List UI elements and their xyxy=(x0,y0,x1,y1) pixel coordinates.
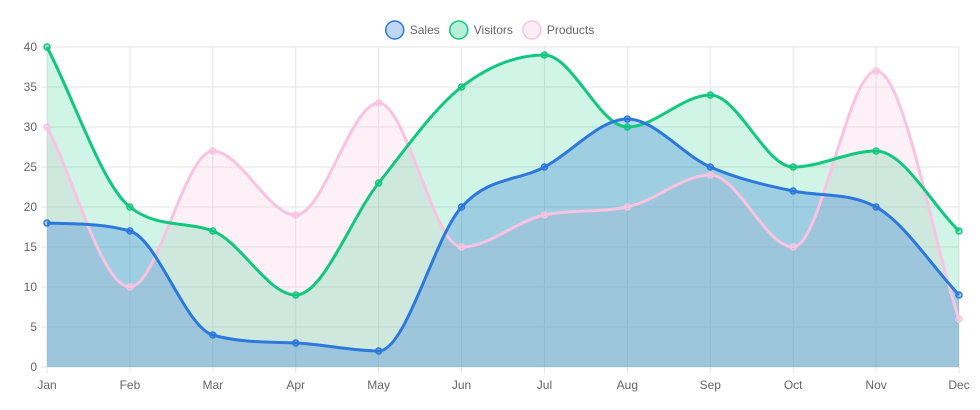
point-visitors-sep[interactable] xyxy=(706,91,715,99)
x-axis-ticks: Jan Feb Mar Apr May Jun Jul Aug Sep Oct Nov Dec xyxy=(37,378,969,392)
point-sales-nov[interactable] xyxy=(872,203,880,211)
point-visitors-feb[interactable] xyxy=(126,203,134,211)
y-tick-label: 15 xyxy=(24,240,38,254)
point-products-sep[interactable] xyxy=(706,171,715,179)
line-products[interactable] xyxy=(45,69,961,320)
point-products-jan[interactable] xyxy=(43,123,51,131)
point-sales-aug[interactable] xyxy=(623,115,632,123)
area-sales xyxy=(47,119,959,367)
data-points xyxy=(43,43,963,355)
point-sales-sep[interactable] xyxy=(706,163,715,171)
point-products-jun[interactable] xyxy=(457,243,466,251)
point-sales-oct[interactable] xyxy=(789,187,797,195)
point-visitors-dec[interactable] xyxy=(955,227,963,235)
point-visitors-nov[interactable] xyxy=(872,147,880,155)
point-visitors-jan[interactable] xyxy=(43,43,51,51)
point-visitors-jun[interactable] xyxy=(457,83,466,91)
x-tick-label: Oct xyxy=(784,378,803,392)
point-visitors-apr[interactable] xyxy=(291,291,300,299)
legend: Sales Visitors Products xyxy=(384,20,594,40)
legend-label: Products xyxy=(547,23,594,37)
point-visitors-jul[interactable] xyxy=(540,51,549,59)
point-visitors-oct[interactable] xyxy=(789,163,797,171)
point-products-dec[interactable] xyxy=(955,315,963,323)
point-visitors-mar[interactable] xyxy=(209,227,217,235)
x-tick-label: Feb xyxy=(120,378,141,392)
point-products-apr[interactable] xyxy=(291,211,300,219)
point-sales-apr[interactable] xyxy=(291,339,300,347)
x-tick-label: Dec xyxy=(948,378,969,392)
y-tick-label: 35 xyxy=(24,80,38,94)
point-sales-may[interactable] xyxy=(374,347,383,355)
point-sales-dec[interactable] xyxy=(955,291,963,299)
x-tick-label: Jul xyxy=(537,378,552,392)
point-products-nov[interactable] xyxy=(872,67,880,75)
x-tick-label: Jan xyxy=(37,378,56,392)
x-tick-label: Jun xyxy=(452,378,471,392)
y-tick-label: 40 xyxy=(24,40,38,54)
y-axis-ticks: 0 5 10 15 20 25 30 35 40 xyxy=(24,40,38,374)
point-sales-jun[interactable] xyxy=(457,203,466,211)
legend-item-sales[interactable]: Sales xyxy=(384,20,440,40)
area-products xyxy=(47,71,959,367)
x-tick-label: Apr xyxy=(286,378,305,392)
legend-item-visitors[interactable]: Visitors xyxy=(449,20,513,40)
x-tick-label: May xyxy=(367,378,390,392)
legend-swatch xyxy=(384,20,405,40)
point-products-mar[interactable] xyxy=(209,147,217,155)
point-sales-mar[interactable] xyxy=(209,331,217,339)
point-products-jul[interactable] xyxy=(540,211,549,219)
legend-item-products[interactable]: Products xyxy=(522,20,594,40)
y-tick-label: 25 xyxy=(24,160,38,174)
x-tick-label: Aug xyxy=(617,378,638,392)
point-products-aug[interactable] xyxy=(623,203,632,211)
point-sales-jul[interactable] xyxy=(540,163,549,171)
y-tick-label: 10 xyxy=(24,280,38,294)
x-tick-label: Nov xyxy=(865,378,886,392)
y-tick-label: 0 xyxy=(30,360,37,374)
x-tick-label: Mar xyxy=(202,378,223,392)
area-fills xyxy=(47,47,959,367)
point-sales-feb[interactable] xyxy=(126,227,134,235)
point-products-may[interactable] xyxy=(374,99,383,107)
point-visitors-aug[interactable] xyxy=(623,123,632,131)
line-sales[interactable] xyxy=(46,117,961,353)
legend-label: Sales xyxy=(410,23,440,37)
y-tick-label: 5 xyxy=(30,320,37,334)
point-sales-jan[interactable] xyxy=(43,219,51,227)
legend-swatch xyxy=(449,20,469,40)
legend-swatch xyxy=(522,20,542,40)
legend-label: Visitors xyxy=(474,23,513,37)
y-tick-label: 20 xyxy=(24,200,38,214)
point-products-feb[interactable] xyxy=(126,283,134,291)
x-tick-label: Sep xyxy=(700,378,722,392)
y-tick-label: 30 xyxy=(24,120,38,134)
point-visitors-may[interactable] xyxy=(374,179,383,187)
point-products-oct[interactable] xyxy=(789,243,797,251)
